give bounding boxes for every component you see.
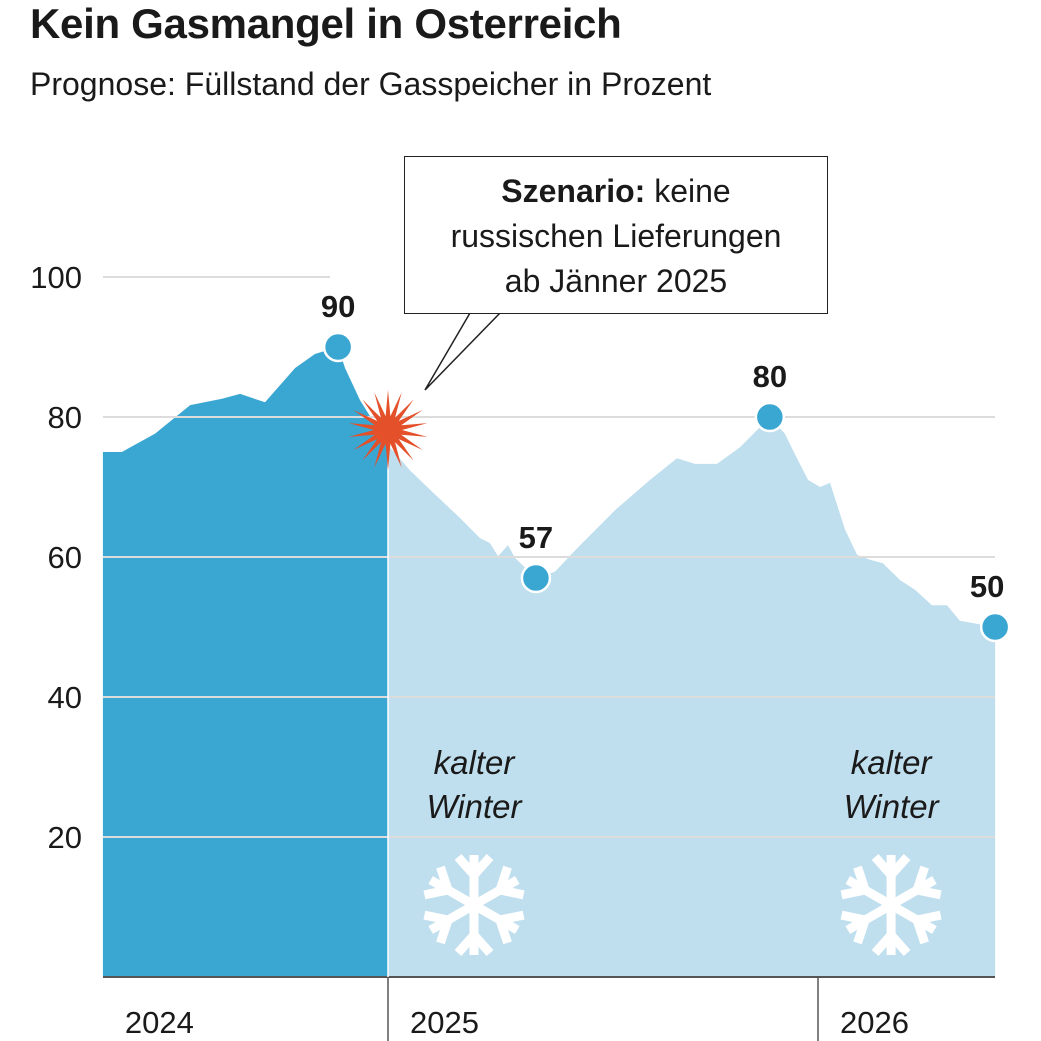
- annotation-line2: Winter: [844, 788, 941, 825]
- data-label: 50: [970, 569, 1004, 604]
- data-point-marker: [754, 401, 786, 433]
- snowflake-arm: [871, 905, 911, 956]
- annotation-line2: Winter: [426, 788, 523, 825]
- historical-area: [102, 347, 388, 977]
- snowflake-stroke: [423, 910, 454, 945]
- data-label: 90: [321, 289, 355, 324]
- callout-line2: russischen Lieferungen: [450, 218, 782, 254]
- x-year-label: 2024: [125, 1005, 194, 1040]
- snowflake-stroke: [871, 928, 911, 956]
- snowflake-stroke: [494, 910, 525, 945]
- data-point-marker: [979, 611, 1011, 643]
- x-year-label: 2025: [410, 1005, 479, 1040]
- snowflake-stroke: [454, 854, 494, 882]
- callout-line1: keine: [645, 173, 731, 209]
- y-tick-label: 40: [48, 680, 82, 715]
- callout-tail: [424, 312, 502, 391]
- snowflake-arm: [471, 901, 525, 945]
- annotation-line1: kalter: [851, 744, 934, 781]
- snowflake-arm: [471, 865, 525, 909]
- snowflake-arm: [423, 865, 477, 909]
- snowflake-stroke: [423, 865, 454, 900]
- snowflake-arm: [840, 901, 894, 945]
- y-tick-label: 100: [30, 260, 82, 295]
- snowflake-icon: [840, 854, 942, 956]
- x-year-label: 2026: [840, 1005, 909, 1040]
- chart-title: Kein Gasmangel in Osterreich: [30, 0, 622, 47]
- snowflake-icon: [423, 854, 525, 956]
- snowflake-stroke: [454, 928, 494, 956]
- y-tick-label: 60: [48, 540, 82, 575]
- snowflake-stroke: [911, 910, 942, 945]
- snowflake-arm: [423, 901, 477, 945]
- data-point-marker: [322, 331, 354, 363]
- snowflake-arm: [454, 854, 494, 905]
- data-label: 57: [519, 520, 553, 555]
- snowflake-arm: [840, 865, 894, 909]
- annotation-line1: kalter: [434, 744, 517, 781]
- callout-bold: Szenario:: [501, 173, 646, 209]
- callout-line3: ab Jänner 2025: [504, 263, 728, 299]
- snowflake-arm: [888, 901, 942, 945]
- scenario-callout: Szenario: keine russischen Lieferungen a…: [404, 156, 828, 314]
- burst-icon: [348, 390, 428, 470]
- y-tick-label: 20: [48, 820, 82, 855]
- snowflake-stroke: [871, 854, 911, 882]
- snowflake-stroke: [840, 865, 871, 900]
- data-point-marker: [520, 562, 552, 594]
- y-tick-label: 80: [48, 400, 82, 435]
- snowflake-stroke: [494, 865, 525, 900]
- snowflake-arm: [871, 854, 911, 905]
- chart-subtitle: Prognose: Füllstand der Gasspeicher in P…: [30, 66, 712, 102]
- snowflake-stroke: [911, 865, 942, 900]
- snowflake-arm: [454, 905, 494, 956]
- snowflake-stroke: [840, 910, 871, 945]
- data-label: 80: [753, 359, 787, 394]
- snowflake-arm: [888, 865, 942, 909]
